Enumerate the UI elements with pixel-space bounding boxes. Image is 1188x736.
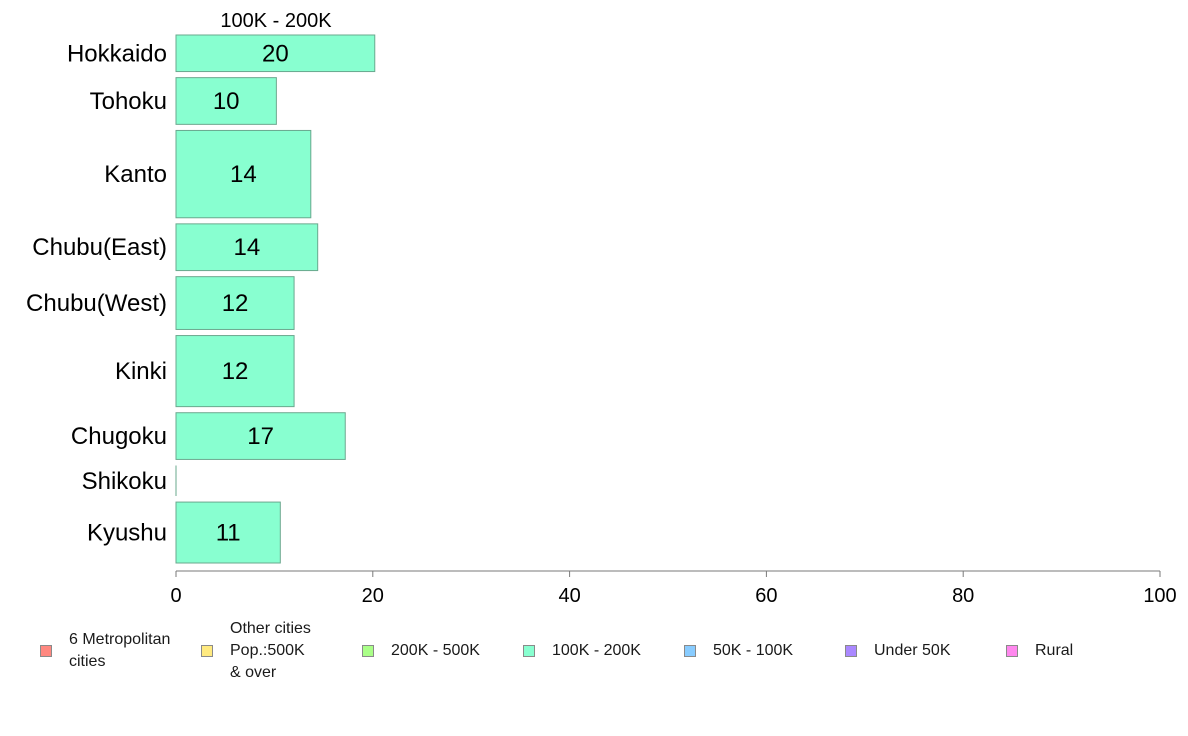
legend-swatch xyxy=(201,645,213,657)
data-label: 20 xyxy=(262,40,289,67)
category-label: Chugoku xyxy=(71,423,167,450)
legend-label: 6 Metropolitan cities xyxy=(69,631,171,670)
legend-label: 50K - 100K xyxy=(713,642,794,659)
chart-title: 100K - 200K xyxy=(220,10,332,32)
legend-swatch xyxy=(362,645,374,657)
legend-item: 50K - 100K xyxy=(684,618,793,684)
data-label: 14 xyxy=(230,161,257,188)
bar-chubu-east- xyxy=(175,223,319,272)
category-label: Kanto xyxy=(104,161,167,188)
legend-label: Other cities Pop.:500K & over xyxy=(230,620,311,681)
legend-item: 6 Metropolitan cities xyxy=(40,618,170,684)
legend-label: Rural xyxy=(1035,642,1074,659)
legend-label: Under 50K xyxy=(874,642,951,659)
category-label: Shikoku xyxy=(82,468,167,495)
legend-swatch xyxy=(1006,645,1018,657)
legend-swatch xyxy=(523,645,535,657)
legend-item: 200K - 500K xyxy=(362,618,480,684)
data-label: 10 xyxy=(213,88,240,115)
category-label: Chubu(West) xyxy=(26,290,167,317)
data-label: 12 xyxy=(222,290,249,317)
bar-hokkaido xyxy=(175,34,376,73)
category-label: Kyushu xyxy=(87,520,167,547)
bar-chart: 20 Hokkaido 10 Tohoku 14 Kanto 14 Chubu(East) 12… xyxy=(26,10,1177,607)
data-label: 17 xyxy=(247,423,274,450)
bar-kyushu xyxy=(175,501,281,564)
category-label: Chubu(East) xyxy=(32,234,167,261)
category-label: Tohoku xyxy=(90,88,167,115)
data-label: 14 xyxy=(233,234,260,261)
x-tick-label: 80 xyxy=(952,585,974,607)
legend-item: 100K - 200K xyxy=(523,618,641,684)
x-tick-label: 100 xyxy=(1143,585,1176,607)
data-label: 11 xyxy=(216,520,241,547)
legend-item: Other cities Pop.:500K & over xyxy=(201,618,311,684)
bar-kinki xyxy=(175,335,295,408)
bar-tohoku xyxy=(175,77,277,125)
legend-swatch xyxy=(845,645,857,657)
x-tick-label: 0 xyxy=(170,585,181,607)
x-tick-label: 40 xyxy=(558,585,580,607)
legend-swatch xyxy=(684,645,696,657)
bar-chugoku xyxy=(175,412,346,460)
bar-kanto xyxy=(175,129,312,219)
data-label: 12 xyxy=(222,358,249,385)
category-label: Hokkaido xyxy=(67,40,167,67)
bar-chubu-west- xyxy=(175,276,295,330)
legend: 6 Metropolitan cities Other cities Pop.:5… xyxy=(0,618,1188,698)
legend-item: Under 50K xyxy=(845,618,951,684)
category-label: Kinki xyxy=(115,358,167,385)
legend-label: 200K - 500K xyxy=(391,642,480,659)
x-tick-label: 20 xyxy=(362,585,384,607)
legend-item: Rural xyxy=(1006,618,1073,684)
x-tick-label: 60 xyxy=(755,585,777,607)
legend-label: 100K - 200K xyxy=(552,642,641,659)
legend-swatch xyxy=(40,645,52,657)
